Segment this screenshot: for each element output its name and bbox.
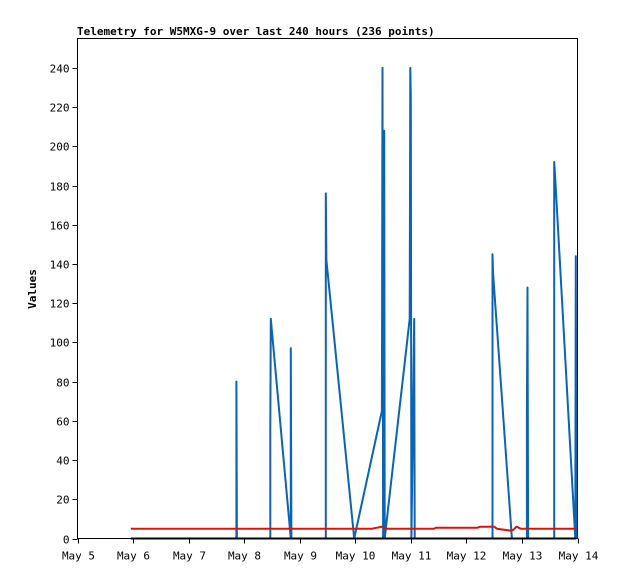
x-axis-ticks: May 5 May 6 May 7 May 8 May 9 May 10 May 11 May… <box>62 538 599 563</box>
y-tick-label: 180 <box>50 181 70 194</box>
x-tick-label: May 7 <box>173 550 206 563</box>
y-tick-label: 220 <box>50 102 70 115</box>
x-tick-label: May 14 <box>559 550 599 563</box>
x-tick-label: May 8 <box>228 550 261 563</box>
y-axis-label: Values <box>26 269 39 309</box>
y-tick-label: 160 <box>50 220 70 233</box>
y-tick-label: 20 <box>56 494 69 507</box>
series-layer <box>130 66 578 540</box>
y-tick-label: 80 <box>56 377 69 390</box>
y-tick-label: 200 <box>50 141 70 154</box>
x-tick-label: May 5 <box>62 550 95 563</box>
x-tick-label: May 10 <box>336 550 376 563</box>
y-tick-label: 120 <box>50 298 70 311</box>
series-line-3 <box>130 525 577 532</box>
x-tick-label: May 11 <box>392 550 432 563</box>
y-tick-label: 40 <box>56 455 69 468</box>
x-tick-label: May 13 <box>503 550 543 563</box>
y-tick-label: 240 <box>50 63 70 76</box>
x-tick-label: May 6 <box>117 550 150 563</box>
y-tick-label: 60 <box>56 416 69 429</box>
y-tick-label: 140 <box>50 259 70 272</box>
x-tick-label: May 9 <box>284 550 317 563</box>
y-tick-label: 0 <box>63 534 70 547</box>
y-axis-ticks: 0 20 40 60 80 100 120 140 160 180 200 220 240 <box>50 63 78 547</box>
x-tick-label: May 12 <box>447 550 487 563</box>
y-tick-label: 100 <box>50 337 70 350</box>
chart-title: Telemetry for W5MXG-9 over last 240 hour… <box>77 25 435 38</box>
series-line-1 <box>130 66 578 540</box>
plot-area <box>77 38 578 539</box>
